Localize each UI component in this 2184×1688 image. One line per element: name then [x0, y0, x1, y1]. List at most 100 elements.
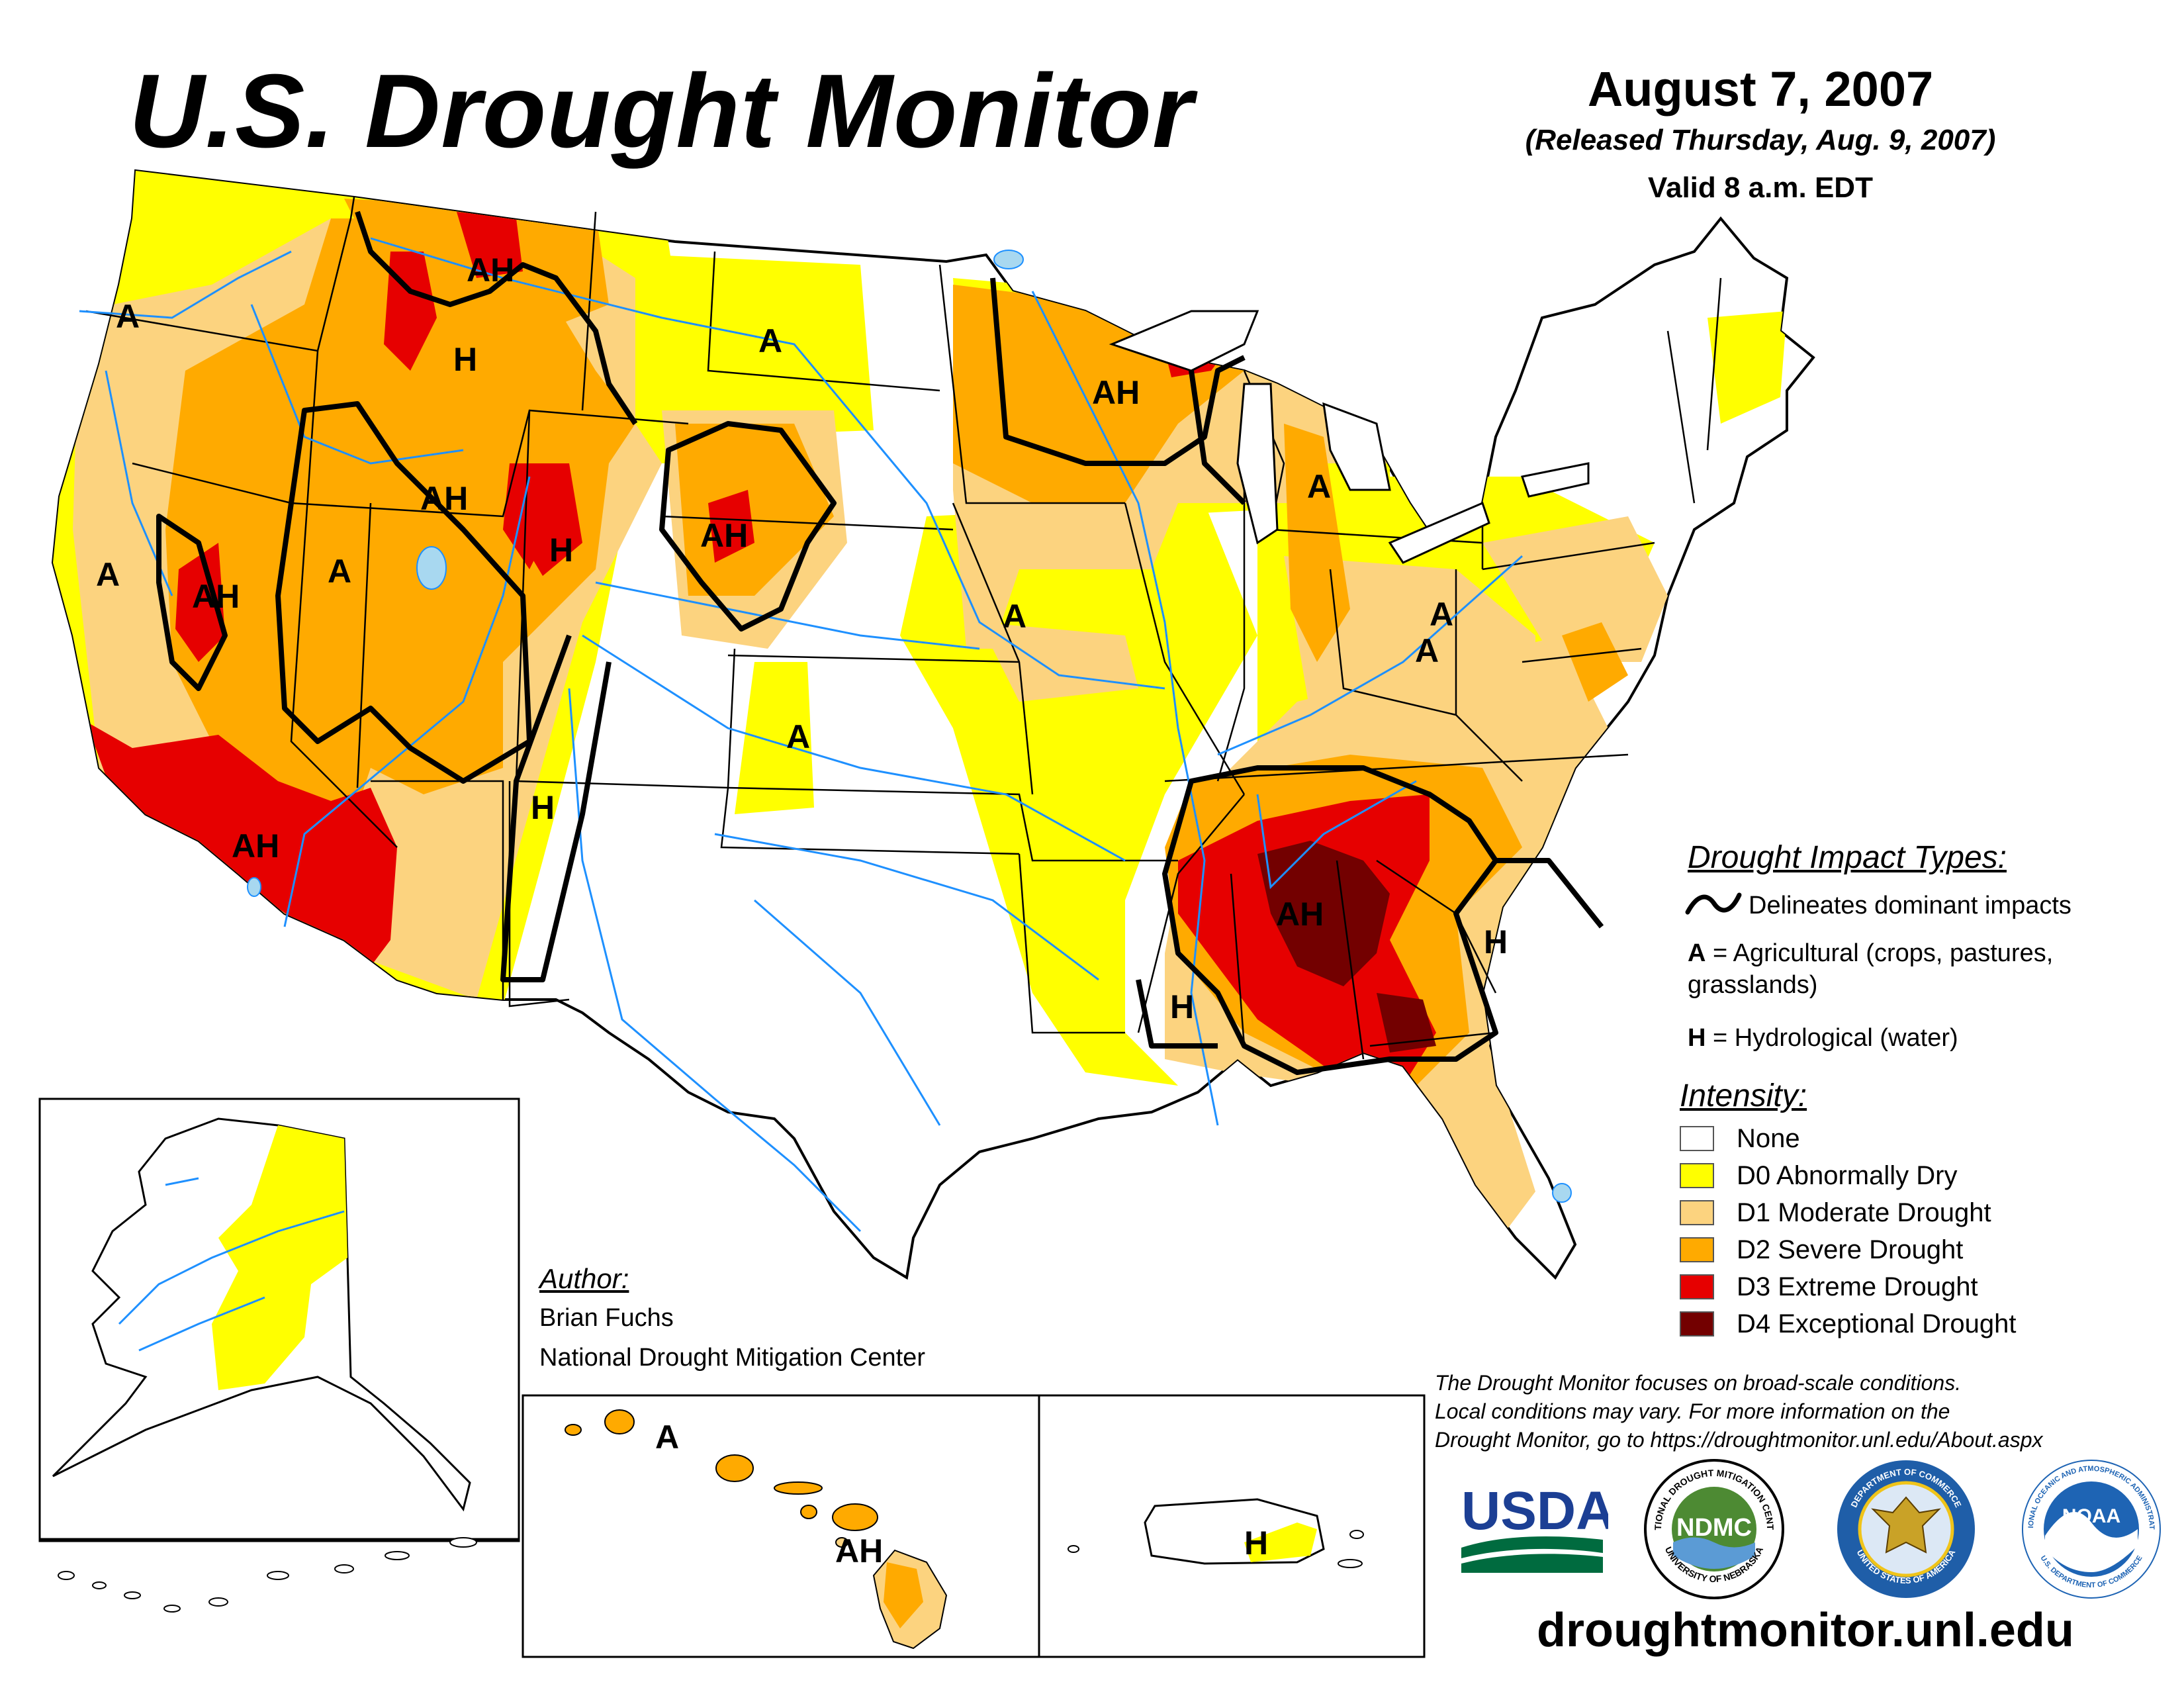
usda-logo-text: USDA — [1461, 1481, 1608, 1541]
author-heading: Author: — [539, 1263, 629, 1294]
river-tennessee — [1256, 780, 1417, 890]
impact-h-key: H — [1688, 1024, 1706, 1052]
island — [208, 1597, 228, 1607]
lake-of-the-woods — [993, 250, 1024, 269]
map-title: U.S. Drought Monitor — [129, 53, 1194, 169]
usda-swoosh — [1461, 1554, 1603, 1573]
impact-label: A — [1003, 598, 1026, 635]
valid-time: Valid 8 a.m. EDT — [1648, 171, 1873, 204]
river-yukon — [118, 1210, 345, 1325]
impact-label: AH — [1092, 374, 1140, 411]
impact-line — [659, 421, 837, 632]
noaa-logo-text: NOAA — [2062, 1505, 2120, 1527]
impact-line — [1496, 858, 1604, 929]
state-line — [1455, 569, 1523, 782]
state-line — [661, 515, 954, 531]
impact-label: AH — [700, 517, 748, 554]
island — [163, 1605, 181, 1613]
river-platte — [595, 581, 980, 650]
state-line — [1018, 853, 1125, 1034]
island-hawaii-d2 — [884, 1562, 923, 1628]
island-maui — [832, 1503, 878, 1531]
state-line — [1137, 794, 1245, 1033]
state-line — [85, 197, 355, 352]
state-line — [1164, 753, 1629, 782]
island — [334, 1564, 354, 1573]
great-lakes — [1109, 310, 1590, 564]
mona-island — [1068, 1545, 1079, 1553]
impact-label: H — [1244, 1524, 1268, 1562]
legend-swatch — [1680, 1237, 1714, 1262]
impact-label: AH — [467, 252, 514, 289]
impact-label: A — [116, 298, 140, 335]
impact-label: H — [549, 532, 573, 569]
lake-superior — [1109, 310, 1259, 372]
alaska-d0 — [212, 1125, 347, 1390]
ndmc-waves — [1673, 1537, 1755, 1569]
impact-a-text: = Agricultural (crops, pastures, grassla… — [1688, 939, 2054, 999]
state-line — [952, 502, 1034, 795]
island-kauai — [604, 1409, 635, 1434]
puerto-rico-d0 — [1244, 1523, 1317, 1562]
disclaimer-line: Drought Monitor, go to https://droughtmo… — [1435, 1428, 2043, 1452]
river-brazos — [754, 899, 941, 1126]
impact-line — [990, 277, 1246, 466]
lakes — [247, 250, 1572, 1203]
island — [92, 1581, 107, 1589]
island-kahoolawe — [835, 1537, 848, 1548]
legend-row-d1: D1 Moderate Drought — [1680, 1196, 1991, 1230]
impact-label: H — [453, 341, 477, 378]
impact-label: A — [1415, 632, 1439, 669]
disclaimer: The Drought Monitor focuses on broad-sca… — [1435, 1369, 2150, 1454]
impact-label: AH — [420, 480, 468, 517]
delineation-tilde-icon — [1685, 892, 1742, 915]
impact-label: AH — [835, 1532, 883, 1570]
impact-label: A — [758, 322, 782, 359]
alaska-inset — [38, 1098, 520, 1613]
legend-swatch — [1680, 1200, 1714, 1225]
d3-montana — [457, 212, 523, 278]
river-missouri — [370, 237, 1165, 690]
state-line — [291, 409, 689, 518]
state-line — [371, 780, 504, 1000]
state-line — [1522, 647, 1642, 663]
map-date: August 7, 2007 — [1587, 62, 1934, 117]
lake-okeechobee — [1552, 1183, 1572, 1203]
state-line — [1369, 1031, 1496, 1047]
impact-line — [1136, 979, 1218, 1049]
impact-line — [355, 211, 638, 426]
ndmc-logo-text: NDMC — [1676, 1514, 1752, 1542]
river-kuskokwim — [138, 1296, 265, 1352]
island-lanai — [800, 1505, 817, 1519]
legend-row-d4: D4 Exceptional Drought — [1680, 1307, 2016, 1341]
impact-delineates-text: Delineates dominant impacts — [1749, 892, 2071, 919]
impact-labels: A AH H A AH A AH A AH H AH A A H AH A AH… — [96, 252, 1508, 1025]
hawaii-inset: A AH — [522, 1394, 1040, 1658]
author-name: Brian Fuchs — [539, 1304, 674, 1332]
impact-label: A — [96, 556, 120, 593]
impact-label: A — [786, 718, 810, 755]
legend-label: D1 Moderate Drought — [1737, 1197, 1991, 1227]
usda-logo: USDA — [1461, 1481, 1608, 1573]
d4-alabama-tn — [1257, 841, 1390, 986]
d4-georgia — [1377, 993, 1436, 1053]
lake-erie — [1388, 501, 1490, 564]
impact-h-text: = Hydrological (water) — [1706, 1024, 1958, 1052]
d1-mid-atlantic — [1482, 516, 1668, 662]
culebra-island — [1349, 1530, 1364, 1539]
impact-line — [500, 634, 612, 982]
island — [267, 1571, 289, 1580]
state-line — [1336, 860, 1365, 1060]
website-url[interactable]: droughtmonitor.unl.edu — [1537, 1604, 2074, 1657]
hawaii-frame — [522, 1394, 1040, 1658]
legend-label: D3 Extreme Drought — [1737, 1272, 1978, 1301]
impact-agricultural: A = Agricultural (crops, pastures, grass… — [1688, 937, 2138, 1001]
release-date: (Released Thursday, Aug. 9, 2007) — [1525, 124, 1996, 156]
state-line — [1706, 277, 1722, 451]
impact-label: A — [328, 553, 351, 590]
state-line — [727, 786, 1178, 862]
island — [58, 1571, 75, 1580]
state-line — [938, 264, 1125, 504]
great-salt-lake — [416, 546, 447, 590]
